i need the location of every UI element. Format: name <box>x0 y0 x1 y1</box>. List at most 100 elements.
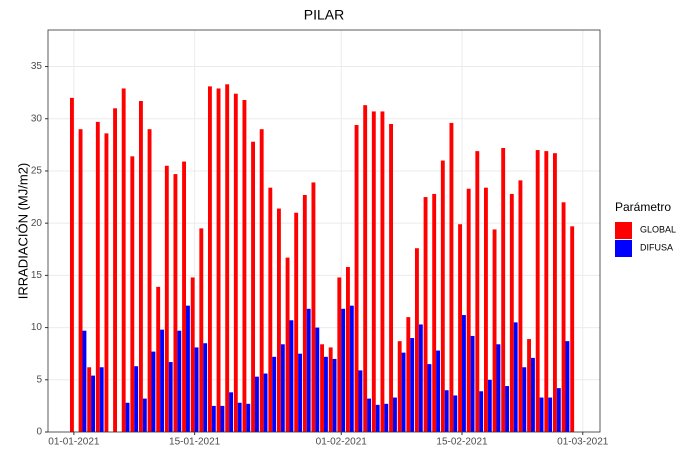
bar <box>121 88 126 433</box>
bar <box>509 193 514 432</box>
bar <box>182 161 186 432</box>
legend-swatch <box>615 222 632 239</box>
bar <box>177 330 182 432</box>
bar <box>306 308 311 432</box>
bar <box>389 123 393 432</box>
bar <box>479 391 484 432</box>
bar <box>285 257 290 432</box>
bar <box>496 344 501 432</box>
y-tick-label: 20 <box>31 218 43 229</box>
x-tick-label: 15-01-2021 <box>169 437 221 446</box>
bar <box>466 188 471 432</box>
bar <box>207 86 212 433</box>
bar <box>505 386 510 432</box>
bar <box>483 187 488 432</box>
bar <box>406 317 411 432</box>
bar <box>320 344 324 432</box>
y-tick-label: 15 <box>31 270 43 281</box>
bar <box>138 101 143 432</box>
bar <box>367 398 372 432</box>
bar <box>401 352 406 432</box>
bar <box>289 320 294 432</box>
bar <box>436 350 441 432</box>
bar <box>565 341 570 432</box>
bar <box>168 362 173 432</box>
bar <box>311 182 316 432</box>
bar <box>216 88 221 433</box>
y-tick-label: 0 <box>36 427 42 438</box>
bar <box>544 151 549 432</box>
bar <box>190 277 195 432</box>
bar <box>151 351 156 432</box>
bar <box>449 122 454 432</box>
bar <box>220 405 225 432</box>
y-axis-label: IRRADIACIÓN (MJ/m2) <box>15 163 30 300</box>
bar <box>173 174 178 432</box>
plot: 0 5 10 15 20 25 30 35 01-01-2021 15-01-2021 01-02-… <box>31 30 609 448</box>
bar <box>531 357 535 432</box>
bar <box>458 224 462 432</box>
bar <box>384 403 389 432</box>
bar <box>548 397 553 432</box>
bar <box>142 398 147 432</box>
bar <box>570 226 575 432</box>
bar <box>78 129 83 432</box>
x-tick-label: 01-01-2021 <box>48 437 100 446</box>
x-tick-label: 01-03-2021 <box>557 437 609 446</box>
bar <box>552 153 557 432</box>
bar <box>229 392 234 432</box>
legend-title: Parámetro <box>615 200 671 214</box>
y-tick-label: 35 <box>31 61 43 72</box>
bar <box>462 315 466 432</box>
bar <box>501 147 506 432</box>
bar <box>272 356 277 432</box>
bar <box>371 111 376 432</box>
bar <box>470 335 475 432</box>
bar <box>259 129 264 432</box>
y-tick-label: 25 <box>31 166 43 177</box>
panel-border <box>47 29 601 433</box>
bar <box>337 277 342 432</box>
bar <box>527 339 531 432</box>
legend-label: GLOBAL <box>640 224 676 234</box>
bar <box>375 404 380 432</box>
chart-title: PILAR <box>304 7 344 23</box>
bar <box>358 370 363 432</box>
bar <box>418 324 423 432</box>
bar <box>518 180 523 432</box>
bar <box>211 405 216 432</box>
y-tick-label: 10 <box>31 322 43 333</box>
bar <box>349 305 354 432</box>
bar <box>280 344 285 432</box>
bar <box>251 141 255 432</box>
bar <box>130 156 135 433</box>
bar <box>561 202 566 432</box>
x-tick-label: 15-02-2021 <box>436 437 488 446</box>
bar <box>522 367 527 432</box>
bar <box>302 194 307 432</box>
bar <box>453 395 458 432</box>
bar <box>237 402 242 432</box>
bar <box>332 358 337 432</box>
y-tick-label: 5 <box>36 374 42 385</box>
bar <box>276 208 281 432</box>
bar <box>134 366 139 432</box>
bar <box>556 388 561 432</box>
bar <box>298 353 303 432</box>
bar <box>380 111 385 432</box>
bar <box>535 150 540 432</box>
bar <box>87 367 92 432</box>
bar <box>225 84 230 432</box>
bar <box>69 97 74 433</box>
bar <box>186 305 190 432</box>
bar <box>268 187 273 432</box>
bar <box>255 376 259 432</box>
bar <box>315 327 320 432</box>
bar <box>427 364 432 432</box>
legend-label: DIFUSA <box>640 242 673 252</box>
y-tick-label: 30 <box>31 113 43 124</box>
bar <box>164 165 169 432</box>
bar <box>444 390 449 432</box>
bar <box>246 403 251 432</box>
